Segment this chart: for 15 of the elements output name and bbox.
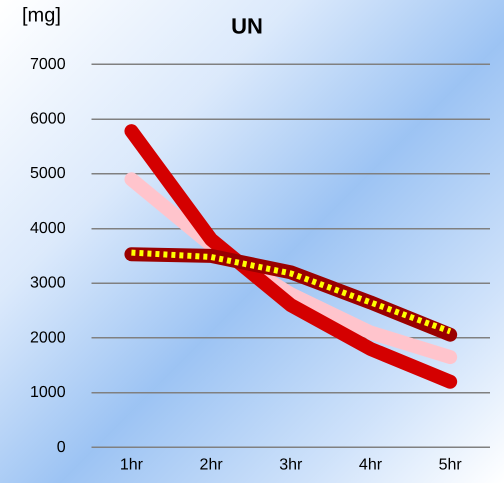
x-tick-label: 3hr xyxy=(279,456,304,474)
y-tick-label: 4000 xyxy=(30,220,66,237)
y-tick-label: 0 xyxy=(56,438,66,456)
x-tick-label: 1hr xyxy=(120,456,144,474)
y-tick-label: 2000 xyxy=(30,329,66,346)
y-tick-label: 3000 xyxy=(30,274,66,292)
x-tick-label: 4hr xyxy=(358,456,383,474)
y-tick-label: 5000 xyxy=(30,165,66,182)
y-tick-label: 7000 xyxy=(30,56,66,73)
x-tick-label: 5hr xyxy=(438,456,462,474)
y-tick-label: 1000 xyxy=(30,384,66,402)
y-axis-title: [mg] xyxy=(22,4,61,27)
chart-title: UN xyxy=(231,13,263,38)
y-tick-label: 6000 xyxy=(30,110,66,128)
x-tick-label: 2hr xyxy=(200,456,224,474)
